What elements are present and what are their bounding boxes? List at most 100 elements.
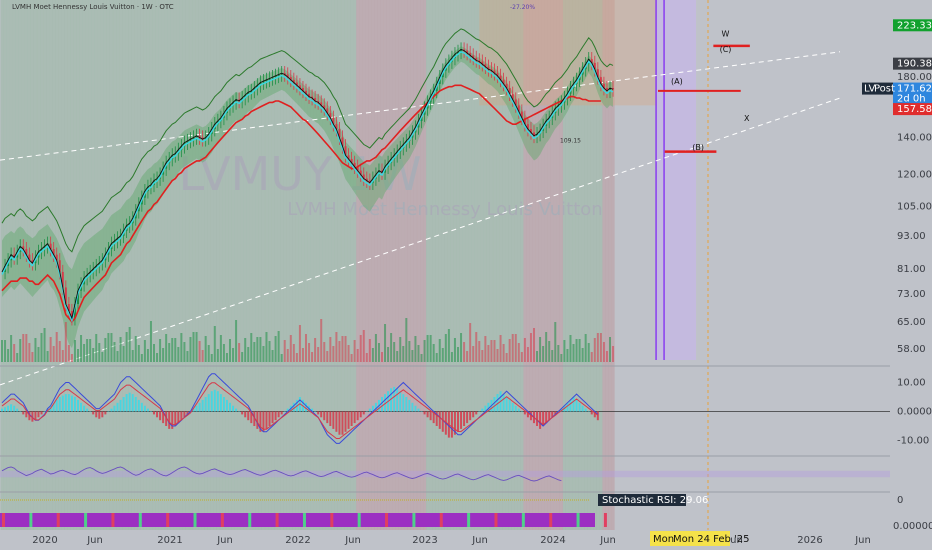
macd-hist-bar — [256, 411, 259, 429]
shade-bar — [541, 0, 545, 530]
macd-hist-bar — [329, 411, 332, 426]
candle-body — [113, 241, 116, 244]
shade-bar — [575, 0, 579, 530]
macd-hist-bar — [70, 395, 73, 412]
candle-body — [359, 170, 362, 175]
macd-hist-bar — [19, 411, 22, 412]
volume-bar — [584, 334, 587, 362]
macd-hist-bar — [362, 411, 365, 415]
shade-bar — [122, 0, 126, 530]
macd-hist-bar — [168, 411, 171, 429]
shade-bar — [161, 0, 165, 530]
price-axis-label: 140.00 — [897, 133, 932, 144]
macd-hist-bar — [153, 411, 155, 415]
strip-mark — [385, 513, 389, 527]
macd-hist-bar — [271, 411, 274, 424]
macd-hist-bar — [277, 411, 280, 418]
conversion-line — [1, 51, 614, 323]
candle-body — [174, 153, 177, 156]
price-axis-label: 120.00 — [897, 170, 932, 181]
channel-lower — [0, 97, 841, 386]
candle-body — [73, 304, 76, 319]
shade-bar — [112, 0, 117, 530]
candle-body — [320, 102, 323, 106]
volume-bar — [423, 340, 426, 362]
macd-hist-bar — [554, 411, 557, 415]
price-tag-text: 223.33 — [897, 20, 932, 31]
macd-axis-label: -10.00 — [897, 436, 929, 447]
strip-mark — [56, 513, 60, 527]
volume-bar — [384, 324, 387, 362]
shade-bar — [465, 0, 469, 530]
macd-hist-bar — [250, 411, 253, 424]
shade-bar — [301, 0, 305, 530]
macd-hist-bar — [384, 394, 387, 412]
stoch-rsi-label: Stochastic RSI: 29.06 — [602, 495, 708, 506]
shade-bar — [456, 0, 460, 530]
candle-body — [77, 290, 79, 305]
volume-bar — [55, 332, 58, 362]
candle-body — [533, 132, 535, 136]
volume-bar — [43, 328, 46, 362]
volume-bar — [605, 351, 608, 362]
bottom-axis-label: 0.000000 — [893, 521, 932, 532]
volume-bar — [469, 323, 472, 362]
volume-bar — [107, 333, 110, 362]
strip-mark — [84, 513, 88, 527]
candle-body — [526, 124, 529, 130]
time-axis-label: Jun — [854, 535, 871, 546]
macd-hist-bar — [80, 402, 83, 412]
volume-bar — [609, 337, 611, 362]
macd-hist-bar — [7, 405, 10, 412]
shade-bar — [544, 0, 548, 530]
volume-bar — [332, 346, 335, 362]
candle-body — [602, 83, 605, 89]
macd-hist-bar — [569, 399, 572, 412]
shade-bar — [325, 0, 329, 530]
volume-bar — [341, 336, 344, 362]
shade-bar — [347, 0, 351, 530]
volume-bar — [219, 335, 222, 362]
shade-bar — [423, 0, 427, 530]
macd-hist-bar — [390, 388, 393, 412]
price-axis-label: 58.00 — [897, 344, 926, 355]
candle-body — [368, 180, 371, 183]
volume-bar — [356, 349, 359, 362]
volume-bar — [186, 351, 189, 362]
volume-bar — [98, 343, 101, 362]
shade-bar — [331, 0, 335, 530]
price-tag-text: 190.38 — [897, 59, 932, 70]
shade-bar — [340, 0, 345, 530]
volume-bar — [40, 333, 43, 362]
strip-mark — [29, 513, 33, 527]
shade-bar — [438, 0, 442, 530]
macd-hist-bar — [34, 411, 37, 421]
candle-body — [46, 243, 49, 247]
candle-body — [323, 105, 326, 109]
volume-bar — [417, 345, 420, 362]
macd-hist-bar — [225, 399, 228, 412]
macd-hist-bar — [25, 411, 28, 418]
shade-bar — [496, 0, 500, 530]
volume-bar — [180, 333, 183, 362]
macd-hist-bar — [143, 405, 146, 412]
price-axis-label: 180.00 — [897, 72, 932, 83]
macd-hist-bar — [16, 408, 19, 412]
macd-hist-bar — [393, 386, 396, 412]
macd-hist-bar — [95, 411, 98, 418]
volume-bar — [19, 339, 22, 362]
volume-bar — [560, 354, 563, 362]
shade-bar — [353, 0, 357, 530]
volume-bar — [204, 336, 207, 362]
volume-bar — [80, 335, 83, 362]
macd-hist-bar — [40, 411, 43, 415]
shade-bar — [529, 0, 533, 530]
macd-hist-bar — [466, 411, 469, 424]
shade-bar — [207, 0, 211, 530]
volume-bar — [612, 346, 615, 362]
shade-bar — [508, 0, 512, 530]
volume-bar — [487, 345, 490, 362]
macd-hist-bar — [110, 408, 113, 412]
candle-body — [341, 137, 344, 147]
